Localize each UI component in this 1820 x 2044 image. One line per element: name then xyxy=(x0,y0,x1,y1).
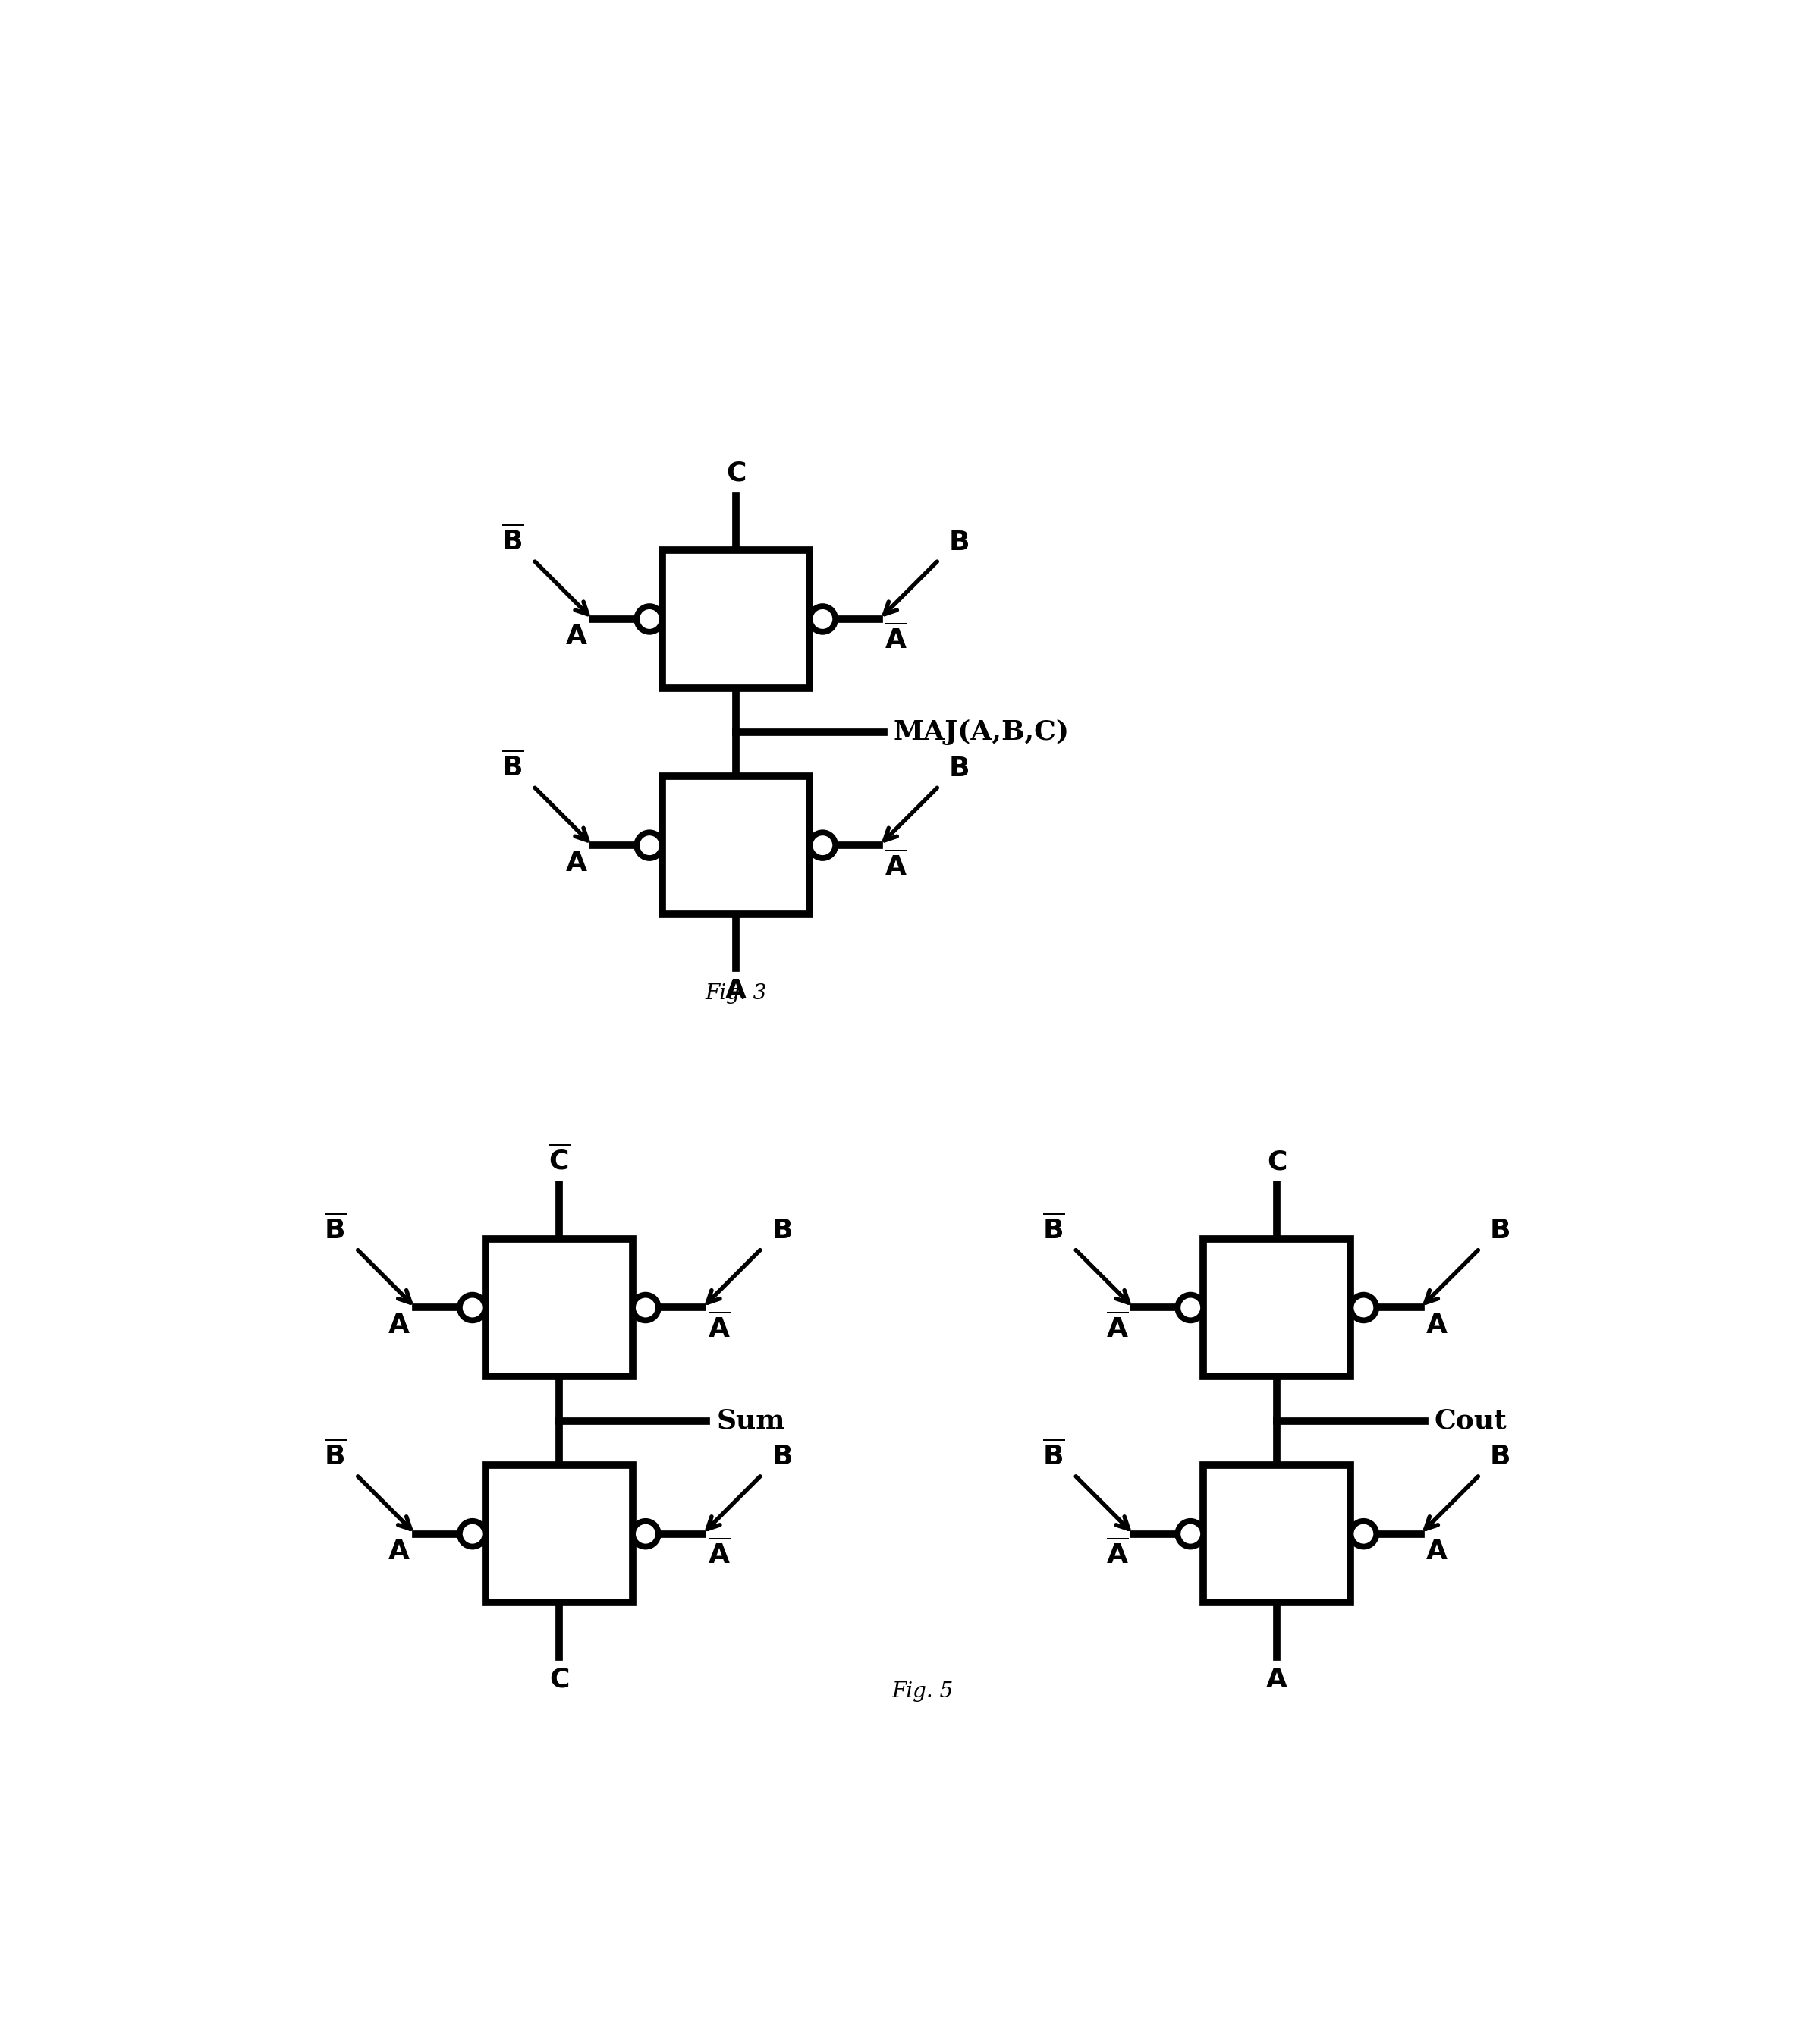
Text: $\mathbf{B}$: $\mathbf{B}$ xyxy=(1489,1445,1511,1470)
Bar xyxy=(662,777,810,914)
Text: MAJ(A,B,C): MAJ(A,B,C) xyxy=(894,719,1070,746)
Bar xyxy=(1203,1239,1350,1376)
Text: $\mathbf{C}$: $\mathbf{C}$ xyxy=(1267,1149,1287,1175)
Text: $\mathbf{\overline{A}}$: $\mathbf{\overline{A}}$ xyxy=(708,1539,730,1570)
Text: Fig. 5: Fig. 5 xyxy=(892,1682,954,1703)
Text: $\mathbf{A}$: $\mathbf{A}$ xyxy=(388,1312,411,1339)
Bar xyxy=(486,1466,633,1602)
Bar xyxy=(662,550,810,689)
Text: $\mathbf{C}$: $\mathbf{C}$ xyxy=(726,460,746,486)
Bar xyxy=(1203,1466,1350,1602)
Text: $\mathbf{B}$: $\mathbf{B}$ xyxy=(772,1445,792,1470)
Circle shape xyxy=(1350,1521,1376,1547)
Text: $\mathbf{A}$: $\mathbf{A}$ xyxy=(1265,1666,1289,1692)
Circle shape xyxy=(460,1521,486,1547)
Text: $\mathbf{\overline{A}}$: $\mathbf{\overline{A}}$ xyxy=(1107,1312,1128,1343)
Text: $\mathbf{A}$: $\mathbf{A}$ xyxy=(564,850,588,877)
Circle shape xyxy=(460,1294,486,1320)
Text: $\mathbf{B}$: $\mathbf{B}$ xyxy=(1489,1218,1511,1243)
Circle shape xyxy=(1178,1294,1203,1320)
Text: $\mathbf{\overline{B}}$: $\mathbf{\overline{B}}$ xyxy=(324,1439,346,1470)
Text: $\mathbf{B}$: $\mathbf{B}$ xyxy=(948,529,968,556)
Text: $\mathbf{\overline{B}}$: $\mathbf{\overline{B}}$ xyxy=(500,525,524,556)
Text: $\mathbf{\overline{B}}$: $\mathbf{\overline{B}}$ xyxy=(1043,1214,1065,1243)
Text: $\mathbf{\overline{B}}$: $\mathbf{\overline{B}}$ xyxy=(1043,1439,1065,1470)
Text: $\mathbf{A}$: $\mathbf{A}$ xyxy=(564,623,588,650)
Circle shape xyxy=(633,1521,659,1547)
Text: $\mathbf{B}$: $\mathbf{B}$ xyxy=(948,756,968,781)
Text: $\mathbf{A}$: $\mathbf{A}$ xyxy=(1425,1539,1449,1564)
Bar xyxy=(486,1239,633,1376)
Text: $\mathbf{B}$: $\mathbf{B}$ xyxy=(772,1218,792,1243)
Circle shape xyxy=(1178,1521,1203,1547)
Circle shape xyxy=(637,832,662,858)
Text: $\mathbf{A}$: $\mathbf{A}$ xyxy=(724,979,748,1004)
Text: $\mathbf{\overline{A}}$: $\mathbf{\overline{A}}$ xyxy=(885,623,908,654)
Circle shape xyxy=(633,1294,659,1320)
Text: $\mathbf{A}$: $\mathbf{A}$ xyxy=(388,1539,411,1564)
Text: $\mathbf{\overline{A}}$: $\mathbf{\overline{A}}$ xyxy=(1107,1539,1128,1570)
Text: $\mathbf{\overline{A}}$: $\mathbf{\overline{A}}$ xyxy=(885,850,908,881)
Text: $\mathbf{\overline{C}}$: $\mathbf{\overline{C}}$ xyxy=(548,1145,570,1175)
Text: $\mathbf{\overline{B}}$: $\mathbf{\overline{B}}$ xyxy=(324,1214,346,1243)
Circle shape xyxy=(637,607,662,632)
Circle shape xyxy=(1350,1294,1376,1320)
Text: Cout: Cout xyxy=(1434,1408,1507,1433)
Circle shape xyxy=(810,832,835,858)
Circle shape xyxy=(810,607,835,632)
Text: $\mathbf{\overline{A}}$: $\mathbf{\overline{A}}$ xyxy=(708,1312,730,1343)
Text: Sum: Sum xyxy=(717,1408,784,1433)
Text: $\mathbf{\overline{B}}$: $\mathbf{\overline{B}}$ xyxy=(500,752,524,781)
Text: $\mathbf{C}$: $\mathbf{C}$ xyxy=(550,1666,570,1692)
Text: $\mathbf{A}$: $\mathbf{A}$ xyxy=(1425,1312,1449,1339)
Text: Fig. 3: Fig. 3 xyxy=(704,983,766,1004)
